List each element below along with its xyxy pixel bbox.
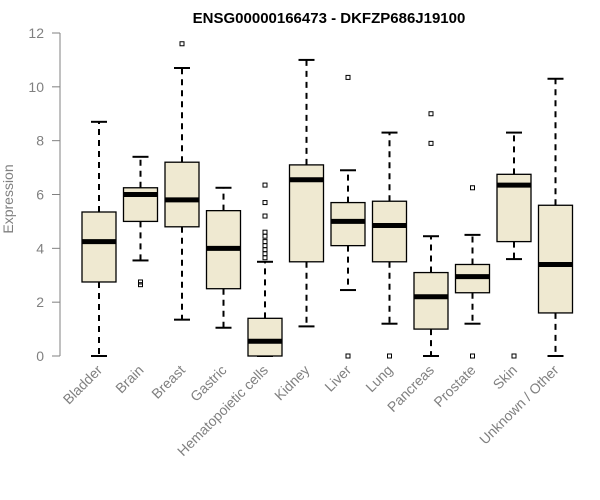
y-tick-label-8: 8 — [36, 133, 44, 149]
box-breast — [164, 41, 200, 321]
outlier-point — [262, 233, 268, 239]
box-hematopoietic-cells — [247, 182, 283, 357]
y-tick-label-10: 10 — [28, 79, 44, 95]
outlier-point — [262, 239, 268, 245]
box-unknown-other — [537, 77, 574, 357]
x-tick-label-lung: Lung — [362, 362, 395, 395]
iqr-box — [330, 201, 366, 247]
outlier-point — [262, 251, 268, 257]
x-tick-label-unknown-other: Unknown / Other — [476, 362, 562, 448]
outlier-point — [511, 353, 517, 359]
iqr-box — [81, 211, 117, 283]
y-tick-label-12: 12 — [28, 25, 44, 41]
outlier-point — [262, 255, 268, 261]
outlier-point — [345, 74, 351, 80]
outlier-point — [262, 247, 268, 253]
box-skin — [496, 131, 532, 359]
outlier-point — [345, 353, 351, 359]
outlier-point — [138, 279, 143, 285]
x-tick-label-kidney: Kidney — [271, 362, 313, 404]
iqr-box — [537, 204, 574, 314]
box-liver — [330, 74, 366, 359]
box-brain — [122, 155, 159, 288]
x-tick-label-breast: Breast — [148, 362, 188, 402]
x-tick-label-liver: Liver — [321, 362, 354, 395]
y-tick-label-4: 4 — [36, 240, 44, 256]
x-tick-label-prostate: Prostate — [430, 362, 478, 410]
y-axis: 0 2 4 6 8 10 12 — [28, 25, 61, 364]
box-lung — [371, 131, 408, 359]
y-axis-title: Expression — [0, 164, 16, 233]
outlier-point — [428, 111, 434, 117]
box-pancreas — [413, 111, 449, 357]
outlier-point — [179, 41, 185, 47]
outlier-point — [138, 282, 143, 288]
box-gastric — [205, 186, 242, 329]
y-tick-label-6: 6 — [36, 187, 44, 203]
iqr-box — [164, 161, 200, 228]
outlier-point — [262, 200, 268, 206]
outlier-point — [262, 182, 268, 188]
box-kidney — [288, 58, 325, 328]
iqr-box — [371, 200, 408, 263]
box-series — [81, 41, 574, 359]
y-tick-label-0: 0 — [36, 348, 44, 364]
outlier-point — [262, 229, 268, 235]
iqr-box — [413, 271, 449, 330]
outlier-point — [262, 243, 268, 249]
outlier-point — [262, 213, 268, 219]
x-tick-label-skin: Skin — [490, 362, 521, 393]
box-prostate — [454, 185, 491, 359]
box-bladder — [81, 120, 117, 357]
outlier-point — [470, 353, 475, 359]
x-tick-label-bladder: Bladder — [60, 362, 106, 408]
x-tick-label-brain: Brain — [112, 362, 146, 396]
iqr-box — [247, 317, 283, 357]
chart-title: ENSG00000166473 - DKFZP686J19100 — [193, 10, 466, 27]
y-tick-label-2: 2 — [36, 294, 44, 310]
outlier-point — [470, 185, 475, 191]
outlier-point — [428, 140, 434, 146]
outlier-point — [387, 353, 392, 359]
